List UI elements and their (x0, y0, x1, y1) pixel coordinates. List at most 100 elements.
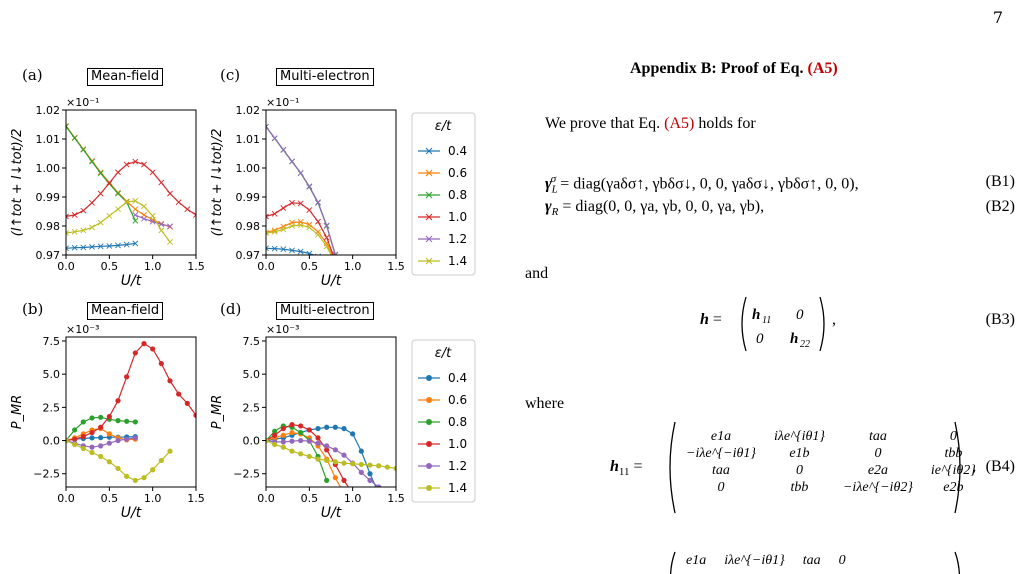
data-point (106, 459, 112, 465)
data-point (66, 245, 69, 252)
data-point (149, 212, 156, 219)
data-point (350, 461, 356, 467)
data-point (80, 445, 86, 452)
data-point (66, 437, 69, 444)
data-point (289, 199, 295, 206)
data-point (80, 244, 87, 251)
data-point (167, 223, 173, 230)
data-point (266, 230, 269, 236)
data-point (97, 219, 104, 226)
data-point (297, 170, 304, 176)
data-point (106, 243, 113, 249)
data-point (184, 206, 191, 213)
y-tick-label: −2.5 (33, 468, 60, 481)
data-point (358, 448, 364, 454)
axes-frame (265, 109, 397, 256)
data-point (167, 378, 173, 384)
data-point (341, 452, 347, 458)
axes-frame (65, 109, 197, 256)
data-point (124, 436, 130, 442)
plot-c: 1.02 1.01 1.00 0.99 0.98 0.970.0 0.5 1.0 1.5 ×10⁻… (210, 96, 405, 289)
data-point (71, 212, 78, 218)
y-tick-label: 0.0 (243, 435, 261, 448)
equation-b3: h = h 11 0 0 h 22 , (B3) (700, 295, 1015, 355)
x-axis-label: U/t (121, 273, 142, 289)
data-point (98, 435, 104, 441)
legend-marker (425, 213, 433, 221)
data-point (289, 422, 295, 428)
data-point (384, 464, 390, 470)
equation-b4: h11 = e1a iλe^{iθ1} taa 0 −iλe^{−iθ1} e1b 0 tb… (610, 420, 1015, 515)
data-point (306, 453, 312, 460)
y-tick-label: 1.02 (36, 104, 61, 117)
y-tick-label: 0.98 (36, 220, 61, 233)
data-point (297, 248, 304, 255)
x-tick-label: 0.5 (301, 492, 319, 505)
data-point (324, 477, 330, 483)
data-point (89, 429, 95, 436)
legend-entry: 0.6 (448, 166, 467, 180)
equation-b2: γR = diag(0, 0, γa, γb, 0, 0, γa, γb), (… (545, 198, 1015, 219)
data-point (280, 432, 286, 438)
data-point (123, 199, 130, 206)
panel-label-d: (d) (220, 300, 242, 318)
data-point (149, 218, 156, 225)
legend-marker (426, 419, 432, 425)
data-point (306, 224, 313, 231)
x-tick-label: 1.0 (344, 260, 362, 273)
data-point (272, 428, 278, 434)
series-line-d-1.0 (266, 423, 350, 487)
data-point (124, 418, 130, 424)
x-axis-label: U/t (121, 505, 142, 521)
data-point (115, 418, 121, 424)
legend-entry: 0.4 (448, 371, 467, 385)
data-point (80, 207, 87, 214)
data-point (332, 459, 338, 465)
page-number: 7 (992, 8, 1003, 27)
svg-text:h: h (790, 331, 798, 347)
data-point (358, 469, 364, 475)
legend-marker (425, 257, 433, 265)
data-point (332, 447, 338, 453)
data-point (80, 227, 87, 234)
data-point (297, 222, 304, 229)
ref-a5-intro[interactable]: (A5) (664, 115, 695, 132)
x-tick-label: 0.0 (257, 492, 275, 505)
data-point (289, 438, 295, 444)
data-point (298, 429, 304, 436)
data-point (89, 415, 95, 421)
ref-a5-heading[interactable]: (A5) (807, 60, 838, 77)
data-point (315, 218, 321, 225)
data-point (184, 400, 190, 406)
y-axis-label: (I↑tot + I↓tot)/2 (10, 129, 25, 237)
x-tick-label: 1.5 (187, 492, 205, 505)
data-point (324, 443, 330, 449)
panel-title-c: Multi-electron (276, 68, 374, 86)
data-point (97, 190, 104, 197)
y-axis-label: P_MR (210, 395, 225, 430)
legend-marker (425, 147, 433, 155)
series-line-a-1.0 (66, 160, 196, 217)
axis-multiplier: ×10⁻¹ (266, 96, 299, 109)
x-tick-label: 0.0 (57, 492, 75, 505)
data-point (167, 239, 173, 245)
legend-entry: 0.8 (448, 188, 467, 202)
intro-text: We prove that Eq. (A5) holds for (545, 115, 756, 132)
data-point (141, 341, 147, 347)
data-point (324, 457, 330, 464)
data-point (289, 448, 295, 454)
data-point (297, 200, 304, 207)
data-point (132, 477, 138, 483)
legend-entry: 0.4 (448, 144, 467, 158)
data-point (115, 190, 121, 197)
y-tick-label: 0.97 (36, 249, 61, 262)
data-point (141, 475, 147, 481)
data-point (132, 240, 139, 247)
y-tick-label: 1.02 (236, 104, 261, 117)
data-point (72, 441, 78, 448)
legend-marker (426, 375, 432, 381)
data-point (97, 170, 104, 177)
data-point (332, 475, 338, 481)
data-point (89, 158, 95, 165)
data-point (80, 433, 86, 440)
